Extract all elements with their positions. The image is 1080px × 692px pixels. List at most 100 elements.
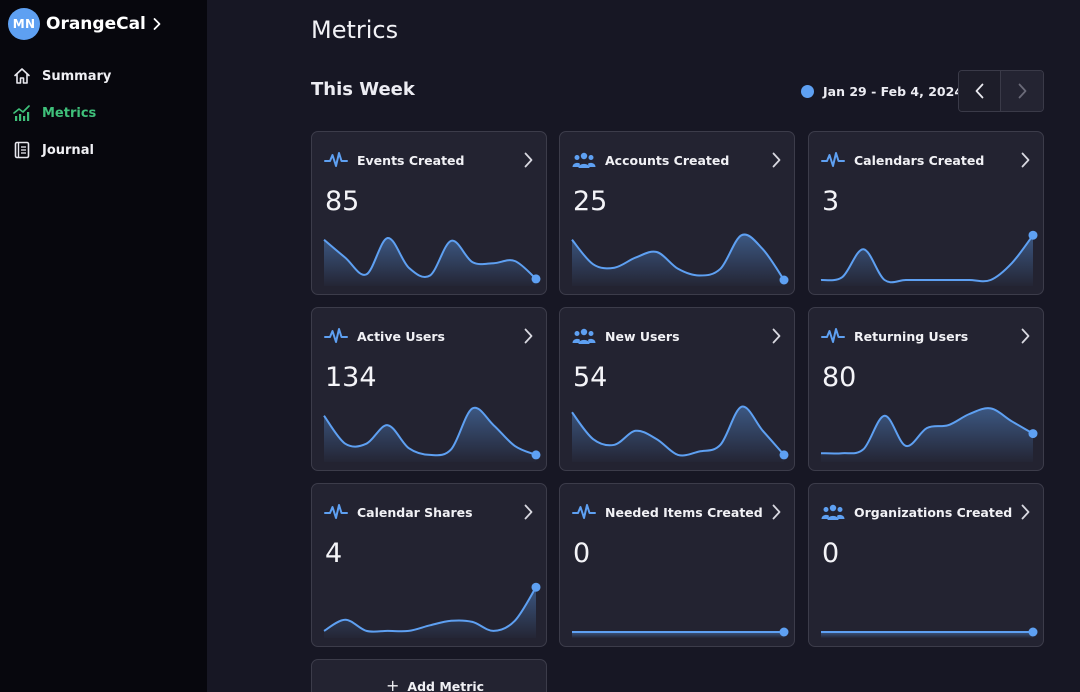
sparkline-endpoint: [779, 275, 789, 285]
metric-value: 4: [325, 538, 343, 569]
sparkline-area: [324, 237, 536, 286]
sidebar-item-label: Summary: [42, 68, 112, 84]
metric-title: New Users: [605, 328, 680, 344]
date-dot-icon: [801, 85, 814, 98]
metric-value: 134: [325, 362, 377, 393]
sparkline: [820, 407, 1038, 462]
add-metric-button[interactable]: + Add Metric: [311, 659, 547, 692]
metric-value: 3: [822, 186, 840, 217]
chevron-right-icon: [524, 152, 533, 168]
metric-value: 85: [325, 186, 360, 217]
date-range-label: Jan 29 - Feb 4, 2024: [823, 84, 964, 99]
sparkline-endpoint: [779, 627, 789, 637]
sparkline-area: [821, 235, 1033, 286]
sparkline-area: [572, 406, 784, 462]
chevron-right-icon: [153, 18, 161, 30]
sidebar-item-label: Journal: [42, 142, 94, 158]
sparkline: [323, 582, 541, 638]
sidebar-nav: Summary Metrics: [12, 64, 111, 175]
section-title: This Week: [311, 79, 415, 100]
page-title: Metrics: [311, 16, 399, 44]
sparkline-endpoint: [779, 450, 789, 460]
sparkline-area: [324, 587, 536, 638]
sparkline: [571, 405, 789, 462]
sparkline-area: [324, 407, 536, 462]
sparkline-endpoint: [531, 274, 541, 284]
chevron-right-icon: [1021, 504, 1030, 520]
chevron-right-icon: [772, 152, 781, 168]
sparkline: [820, 230, 1038, 286]
sidebar-item-journal[interactable]: Journal: [12, 138, 111, 162]
sidebar-item-metrics[interactable]: Metrics: [12, 101, 111, 125]
metric-value: 25: [573, 186, 608, 217]
metric-card-events-created[interactable]: Events Created 85: [311, 131, 547, 295]
chevron-right-icon: [1021, 152, 1030, 168]
sparkline-endpoint: [531, 450, 541, 460]
chevron-right-icon: [524, 328, 533, 344]
chevron-right-icon: [772, 328, 781, 344]
metric-card-needed-items-created[interactable]: Needed Items Created 0: [559, 483, 795, 647]
sparkline-endpoint: [1028, 429, 1038, 439]
sparkline: [323, 237, 541, 286]
metric-card-accounts-created[interactable]: Accounts Created 25: [559, 131, 795, 295]
users-icon: [572, 150, 596, 170]
sparkline-line: [820, 407, 1034, 455]
sparkline-endpoint: [1028, 230, 1038, 240]
metric-value: 54: [573, 362, 608, 393]
week-pager: [958, 70, 1044, 112]
metric-title: Events Created: [357, 152, 465, 168]
previous-week-button[interactable]: [959, 71, 1002, 111]
metric-title: Accounts Created: [605, 152, 730, 168]
metric-card-organizations-created[interactable]: Organizations Created 0: [808, 483, 1044, 647]
journal-icon: [12, 140, 32, 160]
plus-icon: +: [386, 676, 400, 692]
metric-value: 0: [573, 538, 591, 569]
pulse-icon: [572, 502, 596, 522]
metric-card-calendar-shares[interactable]: Calendar Shares 4: [311, 483, 547, 647]
metric-title: Returning Users: [854, 328, 969, 344]
sidebar-item-summary[interactable]: Summary: [12, 64, 111, 88]
sidebar: MN OrangeCal Summary Metrics: [0, 0, 207, 692]
sparkline-area: [572, 234, 784, 286]
sparkline-line: [323, 406, 537, 457]
date-range: Jan 29 - Feb 4, 2024: [801, 84, 963, 99]
metric-title: Organizations Created: [854, 504, 1013, 520]
sparkline-endpoint: [531, 582, 541, 592]
pulse-icon: [821, 150, 845, 170]
metric-title: Calendar Shares: [357, 504, 473, 520]
metric-value: 80: [822, 362, 857, 393]
sparkline-line: [323, 586, 537, 633]
sparkline-area: [821, 408, 1033, 462]
add-metric-label: Add Metric: [407, 678, 485, 692]
chevron-right-icon: [1018, 83, 1027, 99]
metric-title: Needed Items Created: [605, 504, 763, 520]
users-icon: [572, 326, 596, 346]
sparkline-area: [572, 632, 784, 638]
chevron-right-icon: [772, 504, 781, 520]
sparkline: [323, 406, 541, 462]
chevron-right-icon: [524, 504, 533, 520]
sparkline-line: [323, 237, 537, 280]
metric-card-active-users[interactable]: Active Users 134: [311, 307, 547, 471]
sidebar-item-label: Metrics: [42, 105, 97, 121]
chart-icon: [12, 103, 32, 123]
app-name: OrangeCal: [46, 14, 146, 34]
sparkline-line: [571, 405, 785, 457]
chevron-left-icon: [975, 83, 983, 99]
pulse-icon: [324, 326, 348, 346]
sparkline: [571, 233, 789, 286]
metric-card-new-users[interactable]: New Users 54: [559, 307, 795, 471]
sparkline: [821, 627, 1038, 638]
users-icon: [821, 502, 845, 522]
next-week-button[interactable]: [1001, 71, 1043, 111]
metric-card-calendars-created[interactable]: Calendars Created 3: [808, 131, 1044, 295]
metric-card-returning-users[interactable]: Returning Users 80: [808, 307, 1044, 471]
sparkline-line: [820, 234, 1034, 284]
pulse-icon: [821, 326, 845, 346]
workspace-switcher[interactable]: MN OrangeCal: [8, 8, 164, 40]
sparkline: [572, 627, 789, 638]
sparkline-area: [821, 632, 1033, 638]
metric-title: Calendars Created: [854, 152, 985, 168]
pulse-icon: [324, 502, 348, 522]
metric-title: Active Users: [357, 328, 445, 344]
